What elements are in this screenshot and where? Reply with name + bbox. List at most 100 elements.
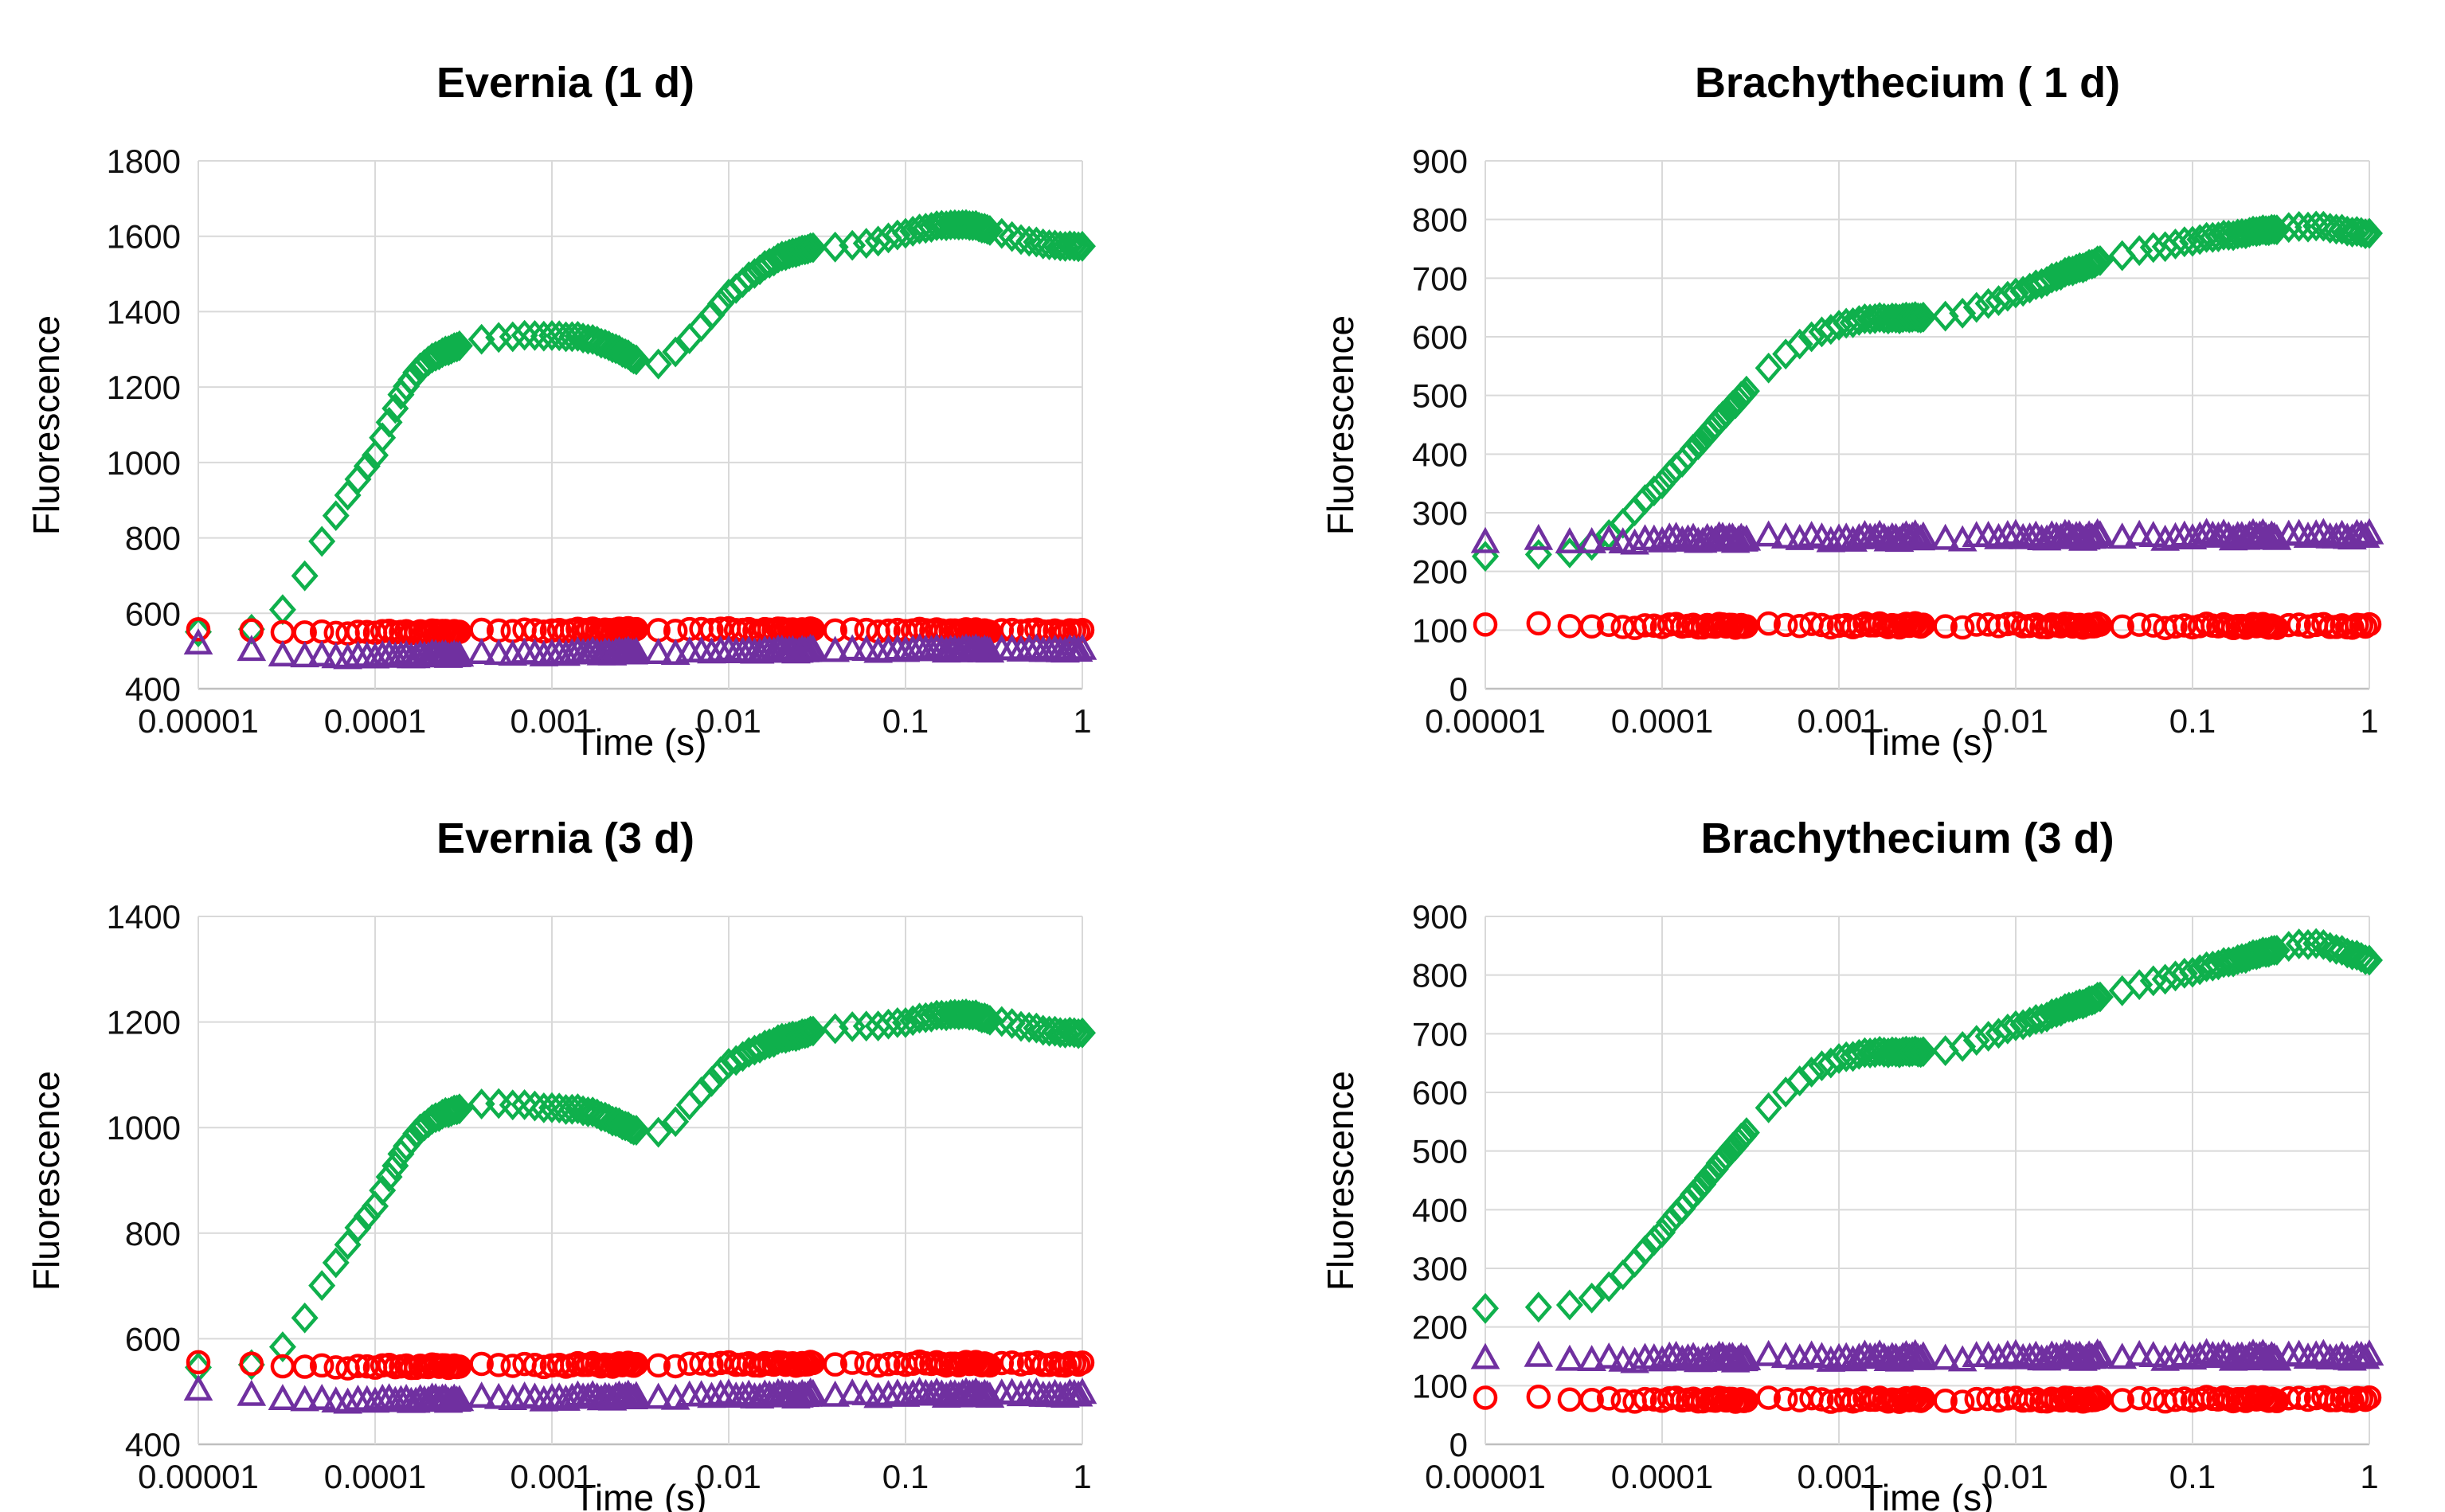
y-tick-label: 1000 — [107, 444, 181, 482]
plot-brachythecium-3d: 0 100 200 300 400 500 600 700 800 900 0.00001 0.000… — [1412, 898, 2384, 1495]
marker-green-diamond — [968, 213, 996, 244]
marker-green-diamond — [381, 1150, 409, 1182]
marker-purple-triangle — [183, 1374, 213, 1401]
marker-green-diamond — [353, 451, 381, 482]
marker-purple-triangle — [307, 640, 337, 667]
marker-green-diamond — [2334, 937, 2361, 969]
y-tick-label: 100 — [1412, 611, 1468, 649]
marker-purple-triangle — [2138, 521, 2169, 547]
marker-green-diamond — [344, 1212, 372, 1244]
marker-green-diamond — [2249, 936, 2277, 968]
marker-green-diamond — [644, 348, 672, 380]
marker-green-diamond — [788, 234, 816, 266]
marker-green-diamond — [2260, 935, 2288, 966]
marker-green-diamond — [1962, 291, 1990, 323]
marker-green-diamond — [1993, 280, 2021, 312]
marker-purple-triangle — [837, 634, 867, 661]
marker-green-diamond — [2252, 936, 2280, 968]
marker-purple-triangle — [1555, 527, 1585, 553]
y-tick-label: 400 — [1412, 1191, 1468, 1229]
marker-green-diamond — [237, 1349, 265, 1381]
marker-green-diamond — [799, 1015, 827, 1047]
marker-green-diamond — [334, 1229, 362, 1260]
marker-red-circle — [1000, 1350, 1024, 1375]
x-tick-label: 0.0001 — [1611, 702, 1713, 740]
marker-green-diamond — [644, 1116, 672, 1148]
x-tick-label: 0.01 — [696, 1458, 761, 1495]
marker-green-diamond — [1649, 1217, 1676, 1248]
marker-red-circle — [1596, 612, 1622, 638]
y-tick-label: 300 — [1412, 1250, 1468, 1287]
marker-red-circle — [2264, 1389, 2290, 1413]
marker-green-diamond — [2302, 928, 2330, 959]
marker-green-diamond — [2275, 931, 2302, 962]
marker-green-diamond — [796, 232, 824, 264]
marker-purple-triangle — [621, 636, 651, 663]
marker-purple-triangle — [1770, 1342, 1801, 1369]
y-tick-label: 1400 — [107, 898, 181, 936]
marker-red-circle — [346, 1354, 370, 1378]
marker-green-diamond — [1069, 230, 1096, 262]
marker-purple-triangle — [1063, 1380, 1093, 1407]
x-tick-label: 0.01 — [696, 702, 761, 740]
marker-green-diamond — [445, 1093, 473, 1125]
marker-green-diamond — [1993, 1013, 2021, 1045]
marker-green-diamond — [799, 232, 827, 264]
marker-red-circle — [1557, 614, 1582, 639]
marker-green-diamond — [322, 1247, 350, 1279]
series-green-diamond — [185, 209, 1096, 648]
y-tick-label: 800 — [1412, 201, 1468, 239]
marker-green-diamond — [1974, 287, 2002, 319]
series-red-circle — [1473, 1384, 2382, 1414]
y-tick-label: 1400 — [107, 293, 181, 330]
marker-red-circle — [1950, 1389, 1975, 1414]
marker-green-diamond — [1798, 1057, 1825, 1088]
series-red-circle — [186, 1349, 1095, 1381]
marker-green-diamond — [1640, 1225, 1668, 1256]
x-tick-label: 1 — [1073, 1458, 1091, 1495]
marker-green-diamond — [1555, 537, 1583, 568]
marker-purple-triangle — [621, 1381, 651, 1408]
marker-purple-triangle — [183, 628, 213, 654]
marker-purple-triangle — [697, 1381, 726, 1408]
marker-purple-triangle — [1838, 1345, 1868, 1372]
panel-brachythecium-1d: Brachythecium ( 1 d) Fluorescence Time (… — [1222, 0, 2445, 763]
marker-green-diamond — [1631, 1235, 1659, 1266]
y-tick-label: 700 — [1412, 1015, 1468, 1053]
marker-purple-triangle — [1838, 525, 1868, 552]
marker-green-diamond — [511, 319, 538, 351]
marker-red-circle — [292, 1354, 317, 1379]
marker-red-circle — [2110, 1388, 2134, 1412]
y-tick-label: 1800 — [107, 143, 181, 180]
marker-green-diamond — [620, 1114, 647, 1146]
marker-green-diamond — [1609, 1259, 1637, 1291]
marker-purple-triangle — [483, 1382, 514, 1409]
y-tick-label: 1600 — [107, 218, 181, 256]
marker-green-diamond — [2002, 1010, 2029, 1041]
marker-purple-triangle — [237, 1379, 267, 1406]
marker-purple-triangle — [1470, 1342, 1500, 1369]
marker-green-diamond — [622, 344, 650, 376]
marker-green-diamond — [2179, 956, 2206, 988]
marker-green-diamond — [1524, 1291, 1552, 1323]
marker-purple-triangle — [1931, 523, 1960, 550]
marker-red-circle — [1950, 615, 1975, 640]
marker-green-diamond — [1640, 475, 1668, 506]
marker-purple-triangle — [820, 635, 850, 662]
marker-purple-triangle — [333, 1387, 362, 1414]
marker-green-diamond — [1798, 321, 1825, 353]
marker-green-diamond — [1755, 1092, 1782, 1123]
marker-red-circle — [1579, 1388, 1604, 1412]
marker-red-circle — [1579, 614, 1604, 639]
marker-purple-triangle — [2085, 1340, 2115, 1367]
marker-green-diamond — [662, 1106, 690, 1138]
marker-green-diamond — [722, 1045, 750, 1076]
marker-red-circle — [646, 1353, 671, 1378]
marker-purple-triangle — [333, 643, 362, 670]
marker-purple-triangle — [290, 1385, 319, 1412]
marker-red-circle — [2163, 614, 2188, 639]
marker-green-diamond — [698, 1065, 726, 1097]
marker-green-diamond — [291, 560, 319, 592]
marker-purple-triangle — [2354, 1339, 2384, 1366]
marker-green-diamond — [2275, 212, 2302, 244]
